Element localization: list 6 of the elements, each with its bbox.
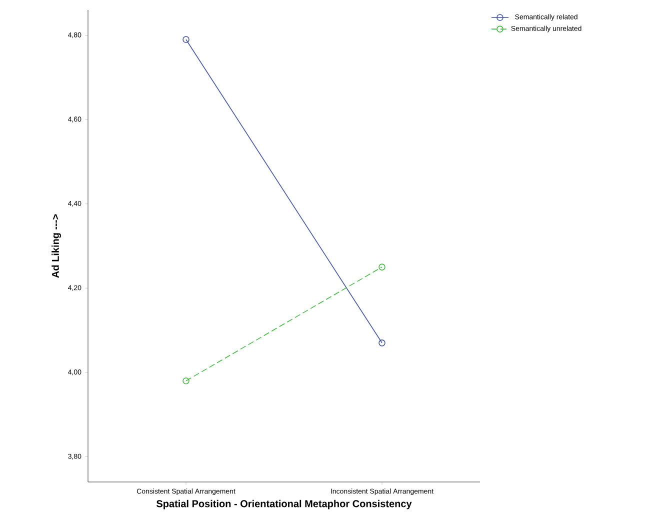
- point: [182, 377, 190, 384]
- x-axis-title: Spatial Position - Orientational Metaphor Consistency: [156, 500, 412, 510]
- point: [182, 36, 190, 43]
- y-axis-title: Ad Liking --->: [52, 214, 61, 278]
- point: [378, 340, 386, 346]
- point: [378, 264, 386, 270]
